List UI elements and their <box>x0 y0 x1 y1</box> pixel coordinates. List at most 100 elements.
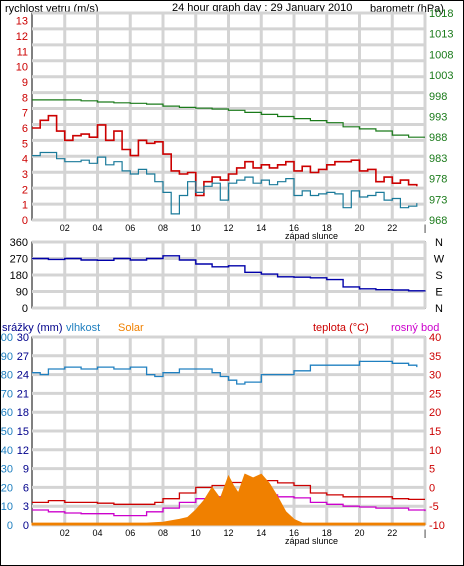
p3-hum-ytick-4: 60 <box>1 407 13 419</box>
p3-rain-ytick-4: 18 <box>17 407 29 419</box>
p1-xtick-2: 06 <box>125 223 135 233</box>
p3-temp-ytick-3: 25 <box>429 388 441 400</box>
p1-left-ytick-7: 6 <box>22 123 28 135</box>
p1-left-ytick-1: 12 <box>16 31 28 43</box>
p1-left-ytick-2: 11 <box>17 46 28 58</box>
p3-xtick-5: 12 <box>223 528 233 538</box>
p3-temp-ytick-0: 40 <box>429 332 441 344</box>
solar-series-area <box>31 473 426 526</box>
p3-rain-ytick-5: 15 <box>17 426 29 438</box>
humidity-y-ticks: 1009080706050403020100 <box>0 332 13 532</box>
p1-right-ytick-10: 968 <box>429 215 447 227</box>
compass-3: E <box>435 287 442 299</box>
p1-left-ytick-0: 13 <box>16 16 28 28</box>
p3-hum-ytick-5: 50 <box>1 426 13 438</box>
p3-xtick-8: 18 <box>322 528 332 538</box>
p1-right-ytick-6: 988 <box>429 132 447 144</box>
chart-title: 24 hour graph day : 29 January 2010 <box>172 2 352 14</box>
p3-xtick-0: 02 <box>60 528 70 538</box>
legend-temperature: teplota (°C) <box>313 322 369 334</box>
p2-left-ytick-0: 360 <box>10 237 28 249</box>
p1-left-ytick-8: 5 <box>22 138 28 150</box>
p1-xtick-10: 22 <box>387 223 397 233</box>
legend-rain: srážky (mm) <box>2 322 63 334</box>
sunset-label-bottom: západ slunce <box>285 536 338 546</box>
p1-left-ytick-5: 8 <box>22 92 28 104</box>
p1-xtick-5: 12 <box>223 223 233 233</box>
p1-right-ytick-1: 1013 <box>429 29 453 41</box>
p3-temp-ytick-1: 35 <box>429 351 441 363</box>
legend-solar: Solar <box>118 322 144 334</box>
p3-hum-ytick-0: 100 <box>0 332 13 344</box>
gust-series-line <box>32 151 418 215</box>
compass-0: N <box>435 237 443 249</box>
p1-xtick-4: 10 <box>191 223 201 233</box>
p1-left-ytick-9: 4 <box>22 154 28 166</box>
direction-series <box>32 255 426 292</box>
hum-series-line <box>32 360 418 385</box>
baro-series-line <box>32 99 425 138</box>
p1-left-ytick-10: 3 <box>22 169 28 181</box>
p3-xtick-11: | <box>424 528 426 538</box>
p3-hum-ytick-8: 20 <box>1 482 13 494</box>
p1-right-ytick-4: 998 <box>429 91 447 103</box>
p1-left-ytick-6: 7 <box>22 108 28 120</box>
p3-hum-ytick-2: 80 <box>1 370 13 382</box>
p3-temp-ytick-5: 15 <box>429 426 441 438</box>
p1-right-ytick-9: 973 <box>429 194 447 206</box>
p3-temp-ytick-2: 30 <box>429 370 441 382</box>
p1-xtick-0: 02 <box>60 223 70 233</box>
p3-rain-ytick-9: 3 <box>23 501 29 513</box>
p1-xtick-9: 20 <box>354 223 364 233</box>
p1-left-ytick-3: 10 <box>16 62 28 74</box>
p3-rain-ytick-2: 24 <box>17 370 29 382</box>
baro-y-ticks: 1018 1013 1008 1003 998 993 988 983 978 973 968 <box>429 8 453 227</box>
p3-xtick-7: 16 <box>289 528 299 538</box>
temperature-y-ticks: 40 35 30 25 20 15 10 5 0 -5 -10 <box>429 332 445 532</box>
p3-xtick-3: 08 <box>158 528 168 538</box>
p3-hum-ytick-9: 10 <box>1 501 13 513</box>
p3-rain-ytick-8: 6 <box>23 482 29 494</box>
direction-y-ticks: 360 270 180 90 0 <box>10 237 28 315</box>
p1-xtick-3: 08 <box>158 223 168 233</box>
direction-series-line <box>32 255 426 292</box>
compass-2: S <box>435 270 442 282</box>
p3-hum-ytick-10: 0 <box>7 520 13 532</box>
legend-dewpoint: rosný bod <box>391 322 439 334</box>
p3-hum-ytick-1: 90 <box>1 351 13 363</box>
wind-series-line <box>32 114 418 197</box>
p3-xtick-9: 20 <box>354 528 364 538</box>
p3-rain-ytick-3: 21 <box>17 388 29 400</box>
wind-series <box>32 99 425 215</box>
climate-x-ticks: 02 04 06 08 10 12 14 16 18 20 22 | <box>60 528 426 538</box>
p2-left-ytick-4: 0 <box>22 303 28 315</box>
legend-humidity: vlhkost <box>66 322 100 334</box>
p1-right-ytick-8: 978 <box>429 174 447 186</box>
p3-temp-ytick-8: 0 <box>429 482 435 494</box>
p3-hum-ytick-6: 40 <box>1 445 13 457</box>
p3-rain-ytick-7: 9 <box>23 464 29 476</box>
p3-hum-ytick-7: 30 <box>1 464 13 476</box>
p1-right-ytick-3: 1003 <box>429 70 453 82</box>
p1-right-ytick-7: 983 <box>429 153 447 165</box>
p1-right-ytick-0: 1018 <box>429 8 453 20</box>
p1-right-ytick-2: 1008 <box>429 49 453 61</box>
p3-xtick-10: 22 <box>387 528 397 538</box>
climate-series <box>31 360 426 526</box>
p3-xtick-2: 06 <box>125 528 135 538</box>
p3-temp-ytick-9: -5 <box>429 501 439 513</box>
p3-rain-ytick-6: 12 <box>17 445 29 457</box>
p1-right-ytick-5: 993 <box>429 112 447 124</box>
p3-rain-ytick-0: 30 <box>17 332 29 344</box>
p1-left-ytick-13: 0 <box>22 215 28 227</box>
p3-hum-ytick-3: 70 <box>1 388 13 400</box>
sunset-label-top: západ slunce <box>285 231 338 241</box>
p1-xtick-8: 18 <box>322 223 332 233</box>
p1-xtick-1: 04 <box>92 223 102 233</box>
